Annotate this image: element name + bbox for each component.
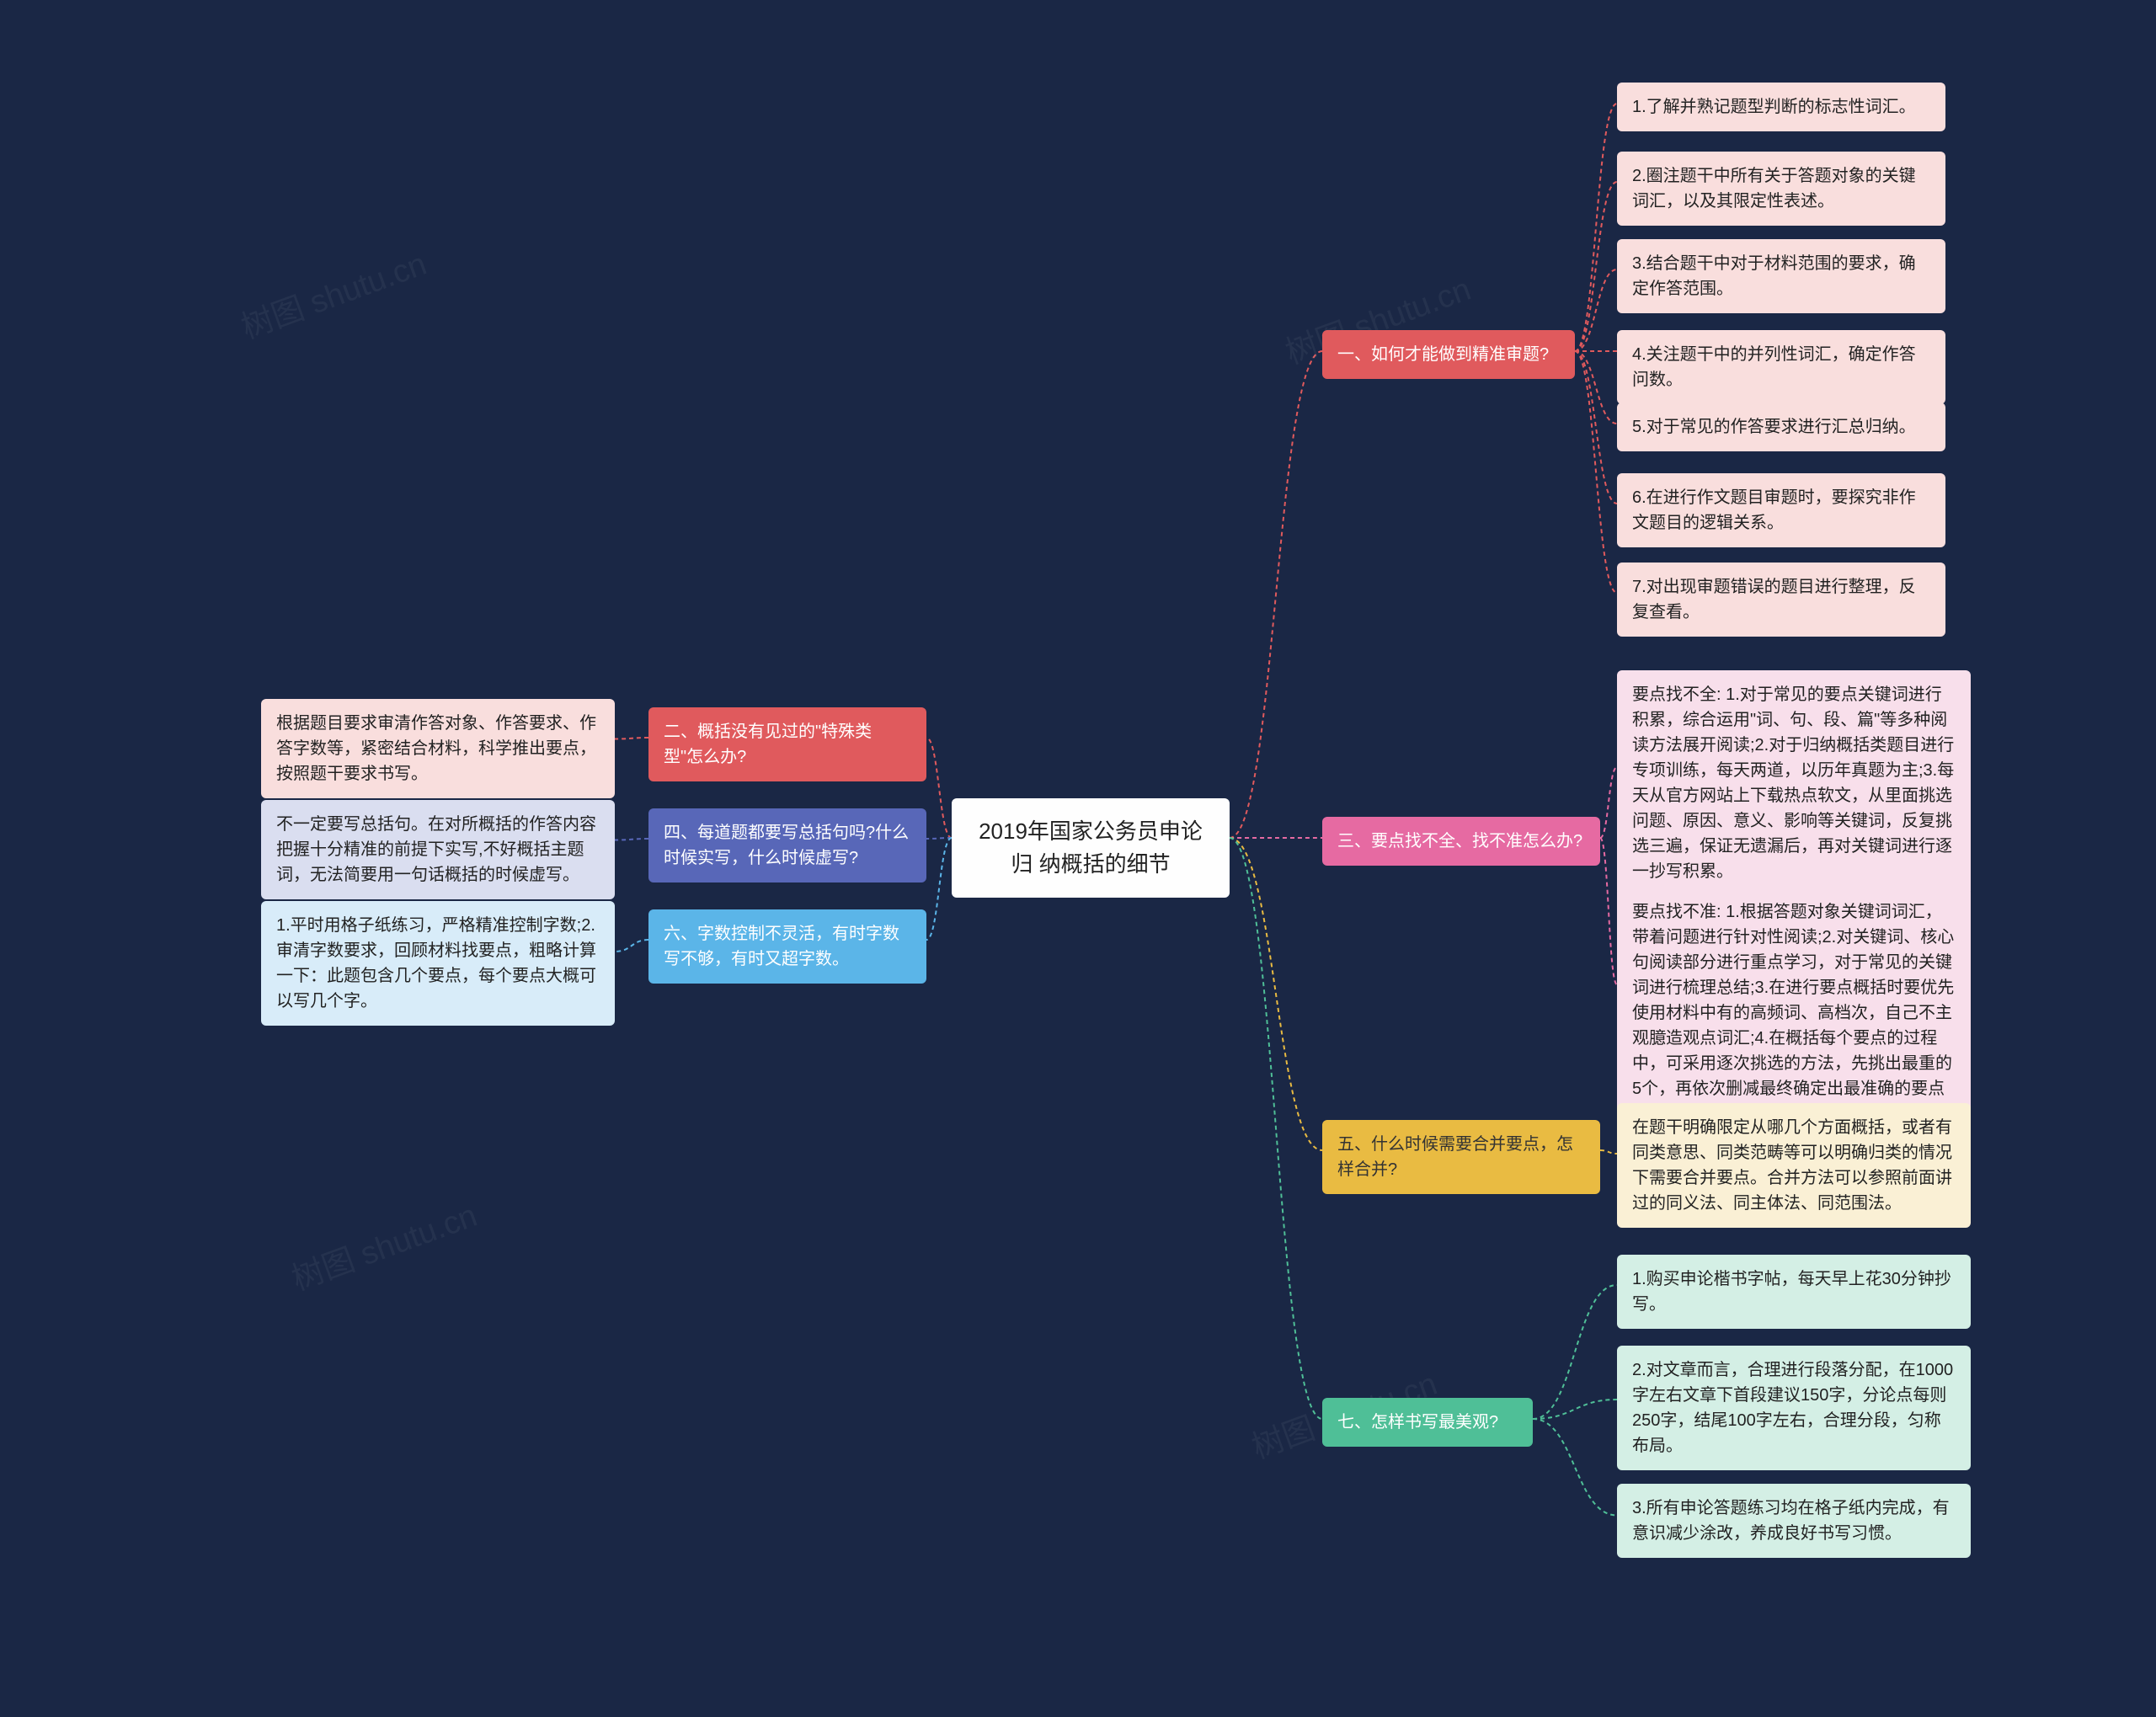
mindmap-node: 1.了解并熟记题型判断的标志性词汇。: [1617, 83, 1945, 131]
mindmap-node: 不一定要写总括句。在对所概括的作答内容把握十分精准的前提下实写,不好概括主题词，…: [261, 800, 615, 899]
mindmap-node: 二、概括没有见过的"特殊类型"怎么办?: [648, 707, 926, 781]
mindmap-node: 6.在进行作文题目审题时，要探究非作文题目的逻辑关系。: [1617, 473, 1945, 547]
mindmap-node: 5.对于常见的作答要求进行汇总归纳。: [1617, 403, 1945, 451]
mindmap-node: 一、如何才能做到精准审题?: [1322, 330, 1575, 379]
mindmap-node: 四、每道题都要写总括句吗?什么时候实写，什么时候虚写?: [648, 808, 926, 882]
mindmap-node: 根据题目要求审清作答对象、作答要求、作答字数等，紧密结合材料，科学推出要点，按照…: [261, 699, 615, 798]
mindmap-node: 4.关注题干中的并列性词汇，确定作答问数。: [1617, 330, 1945, 404]
mindmap-node: 1.平时用格子纸练习，严格精准控制字数;2.审清字数要求，回顾材料找要点，粗略计…: [261, 901, 615, 1026]
mindmap-node: 在题干明确限定从哪几个方面概括，或者有同类意思、同类范畴等可以明确归类的情况下需…: [1617, 1103, 1971, 1228]
mindmap-node: 7.对出现审题错误的题目进行整理，反复查看。: [1617, 563, 1945, 637]
mindmap-node: 要点找不准: 1.根据答题对象关键词词汇，带着问题进行针对性阅读;2.对关键词、…: [1617, 888, 1971, 1138]
watermark: 树图 shutu.cn: [285, 1189, 483, 1298]
mindmap-node: 1.购买申论楷书字帖，每天早上花30分钟抄写。: [1617, 1255, 1971, 1329]
mindmap-node: 2019年国家公务员申论归 纳概括的细节: [952, 798, 1230, 898]
mindmap-node: 五、什么时候需要合并要点，怎样合并?: [1322, 1120, 1600, 1194]
mindmap-node: 2.对文章而言，合理进行段落分配，在1000字左右文章下首段建议150字，分论点…: [1617, 1346, 1971, 1470]
mindmap-node: 3.所有申论答题练习均在格子纸内完成，有意识减少涂改，养成良好书写习惯。: [1617, 1484, 1971, 1558]
mindmap-node: 七、怎样书写最美观?: [1322, 1398, 1533, 1447]
mindmap-node: 2.圈注题干中所有关于答题对象的关键词汇，以及其限定性表述。: [1617, 152, 1945, 226]
mindmap-node: 要点找不全: 1.对于常见的要点关键词进行积累，综合运用"词、句、段、篇"等多种…: [1617, 670, 1971, 896]
mindmap-node: 3.结合题干中对于材料范围的要求，确定作答范围。: [1617, 239, 1945, 313]
mindmap-node: 三、要点找不全、找不准怎么办?: [1322, 817, 1600, 866]
mindmap-node: 六、字数控制不灵活，有时字数写不够，有时又超字数。: [648, 909, 926, 984]
watermark: 树图 shutu.cn: [234, 237, 432, 347]
